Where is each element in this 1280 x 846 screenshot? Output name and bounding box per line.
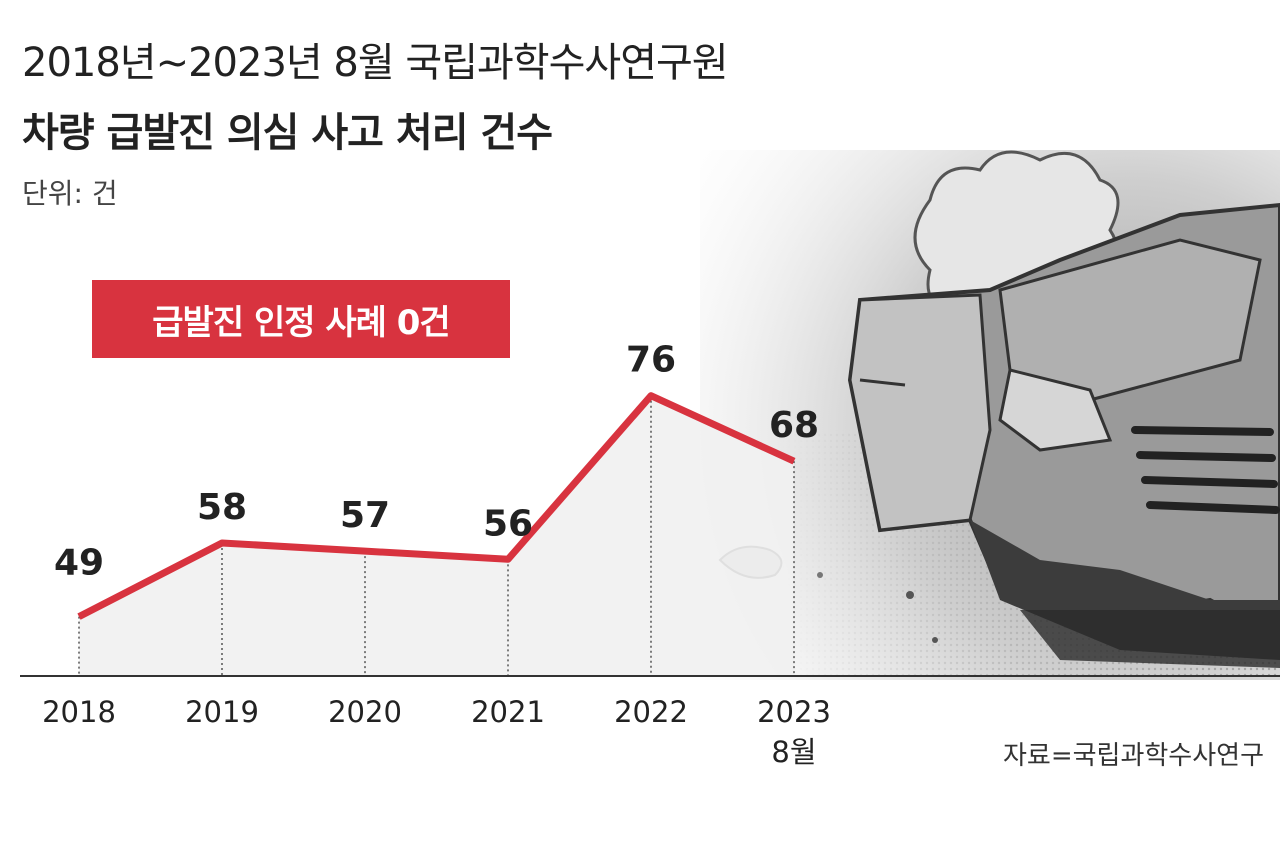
unit-label: 단위: 건 [22, 177, 118, 210]
x-tick-2019: 2019 [185, 695, 259, 729]
data-label-2023: 68 [769, 405, 819, 446]
data-label-2022: 76 [626, 340, 676, 381]
series-line [77, 392, 796, 620]
data-label-2018: 49 [54, 543, 104, 584]
x-tick-2018: 2018 [42, 695, 116, 729]
data-label-2019: 58 [197, 487, 247, 528]
chart-title: 2018년~2023년 8월 국립과학수사연구원 [22, 40, 729, 86]
badge-no-recognized-cases: 급발진 인정 사례 0건 [92, 280, 510, 358]
x-tick-2023: 2023 [757, 695, 831, 729]
x-tick-2021: 2021 [471, 695, 545, 729]
x-tick-2020: 2020 [328, 695, 402, 729]
data-label-2020: 57 [340, 495, 390, 536]
chart-subtitle: 차량 급발진 의심 사고 처리 건수 [22, 110, 553, 156]
x-tick-2022: 2022 [614, 695, 688, 729]
crashed-car-illustration [700, 150, 1280, 680]
data-label-2021: 56 [483, 503, 533, 544]
x-tick-sub-2023: 8월 [771, 735, 816, 769]
area-fill [79, 395, 794, 676]
source-note: 자료=국립과학수사연구 [1003, 741, 1264, 771]
